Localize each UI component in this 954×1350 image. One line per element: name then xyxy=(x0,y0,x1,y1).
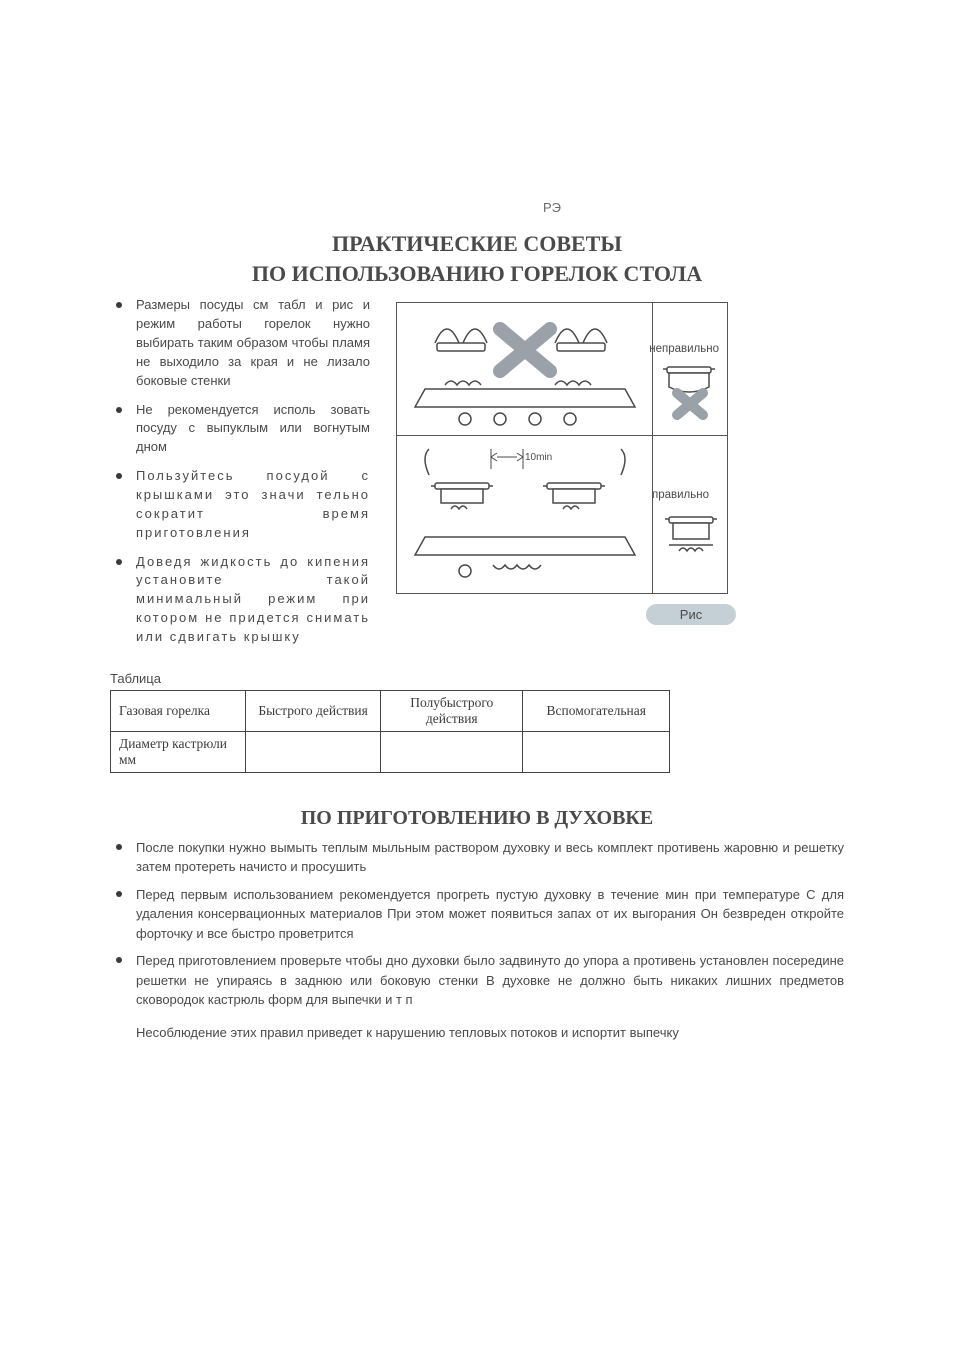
label-wrong: неправильно xyxy=(649,343,719,355)
list-item: Пользуйтесь посудой с крышками это значи… xyxy=(110,467,370,542)
table-cell xyxy=(246,731,381,772)
two-column-layout: Размеры посуды см табл и рис и режим раб… xyxy=(110,296,844,656)
table-cell xyxy=(381,731,523,772)
table-row: Диаметр кастрюли мм xyxy=(111,731,670,772)
table-cell: Диаметр кастрюли мм xyxy=(111,731,246,772)
table-label: Таблица xyxy=(110,671,844,686)
left-column: Размеры посуды см табл и рис и режим раб… xyxy=(110,296,370,656)
list-item: Размеры посуды см табл и рис и режим раб… xyxy=(110,296,370,390)
burner-usage-figure: неправильно правильно xyxy=(396,302,728,594)
label-right: правильно xyxy=(652,489,709,501)
table-row: Газовая горелка Быстрого действия Полубы… xyxy=(111,690,670,731)
list-item: Не рекомендуется исполь зовать посуду с … xyxy=(110,401,370,458)
title-line-2: ПО ИСПОЛЬЗОВАНИЮ ГОРЕЛОК СТОЛА xyxy=(252,261,702,286)
table-header: Быстрого действия xyxy=(246,690,381,731)
list-item: Перед приготовлением проверьте чтобы дно… xyxy=(110,951,844,1010)
correct-pot-icon xyxy=(663,513,719,573)
wrong-cooktop-icon xyxy=(405,311,645,431)
oven-tips-tail: Несоблюдение этих правил приведет к нару… xyxy=(110,1023,844,1043)
figure-divider-horizontal xyxy=(397,435,727,436)
table-header: Полубыстрого действия xyxy=(381,690,523,731)
table-header: Газовая горелка xyxy=(111,690,246,731)
header-code: РЭ xyxy=(260,200,844,215)
list-item-text: Доведя жидкость до кипения установите та… xyxy=(136,554,370,644)
wrong-pot-icon xyxy=(659,361,721,421)
list-item-text: Пользуйтесь посудой с крышками это значи… xyxy=(136,468,370,540)
figure-caption: Рис xyxy=(646,604,736,625)
table-header: Вспомогательная xyxy=(523,690,670,731)
document-page: РЭ ПРАКТИЧЕСКИЕ СОВЕТЫ ПО ИСПОЛЬЗОВАНИЮ … xyxy=(0,0,954,1350)
burner-tips-list: Размеры посуды см табл и рис и режим раб… xyxy=(110,296,370,646)
list-item: После покупки нужно вымыть теплым мыльны… xyxy=(110,838,844,877)
oven-section-title: ПО ПРИГОТОВЛЕНИЮ В ДУХОВКЕ xyxy=(110,807,844,830)
list-item: Доведя жидкость до кипения установите та… xyxy=(110,553,370,647)
oven-tips-list: После покупки нужно вымыть теплым мыльны… xyxy=(110,838,844,1010)
title-line-1: ПРАКТИЧЕСКИЕ СОВЕТЫ xyxy=(332,231,622,256)
min-dimension-label: 10min xyxy=(525,452,552,463)
list-item: Перед первым использованием рекомендуетс… xyxy=(110,885,844,944)
page-title: ПРАКТИЧЕСКИЕ СОВЕТЫ ПО ИСПОЛЬЗОВАНИЮ ГОР… xyxy=(110,229,844,288)
correct-cooktop-icon: 10min xyxy=(405,439,645,587)
burner-size-table: Газовая горелка Быстрого действия Полубы… xyxy=(110,690,670,773)
right-column: неправильно правильно xyxy=(388,296,844,656)
table-cell xyxy=(523,731,670,772)
